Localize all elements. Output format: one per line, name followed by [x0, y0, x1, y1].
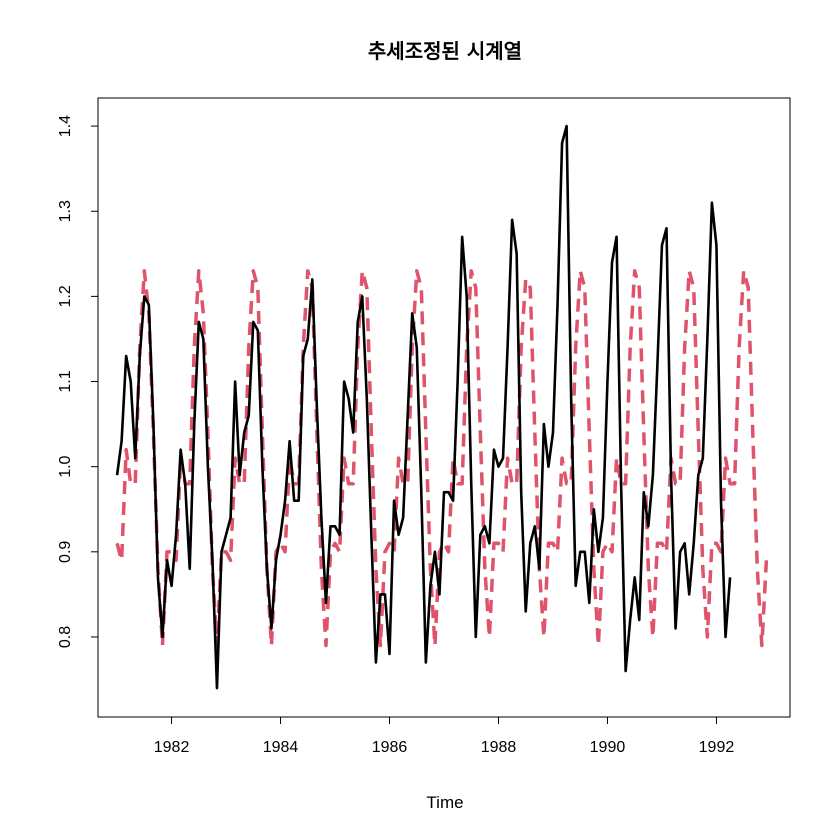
x-tick-label: 1988 [481, 739, 517, 756]
x-axis-label: Time [426, 793, 463, 812]
x-tick-label: 1990 [590, 739, 626, 756]
y-tick-label: 1.0 [57, 455, 74, 477]
y-tick-label: 1.4 [57, 115, 74, 137]
x-tick-label: 1984 [263, 739, 299, 756]
x-tick-label: 1982 [154, 739, 190, 756]
plot-frame [97, 97, 791, 718]
y-tick-label: 0.8 [57, 626, 74, 648]
y-axis: 0.8 0.9 1.0 1.1 1.2 1.3 1.4 [57, 115, 99, 648]
y-tick-label: 1.2 [57, 285, 74, 307]
y-tick-label: 0.9 [57, 541, 74, 563]
x-tick-label: 1986 [372, 739, 408, 756]
series-line-dashed [115, 269, 769, 648]
y-tick-label: 1.1 [57, 370, 74, 392]
y-tick-label: 1.3 [57, 200, 74, 222]
x-tick-label: 1992 [699, 739, 735, 756]
chart-title: 추세조정된 시계열 [368, 39, 522, 63]
series-line-solid [115, 124, 732, 690]
x-axis: 1982 1984 1986 1988 1990 1992 [154, 716, 735, 756]
series-layer [115, 124, 769, 690]
